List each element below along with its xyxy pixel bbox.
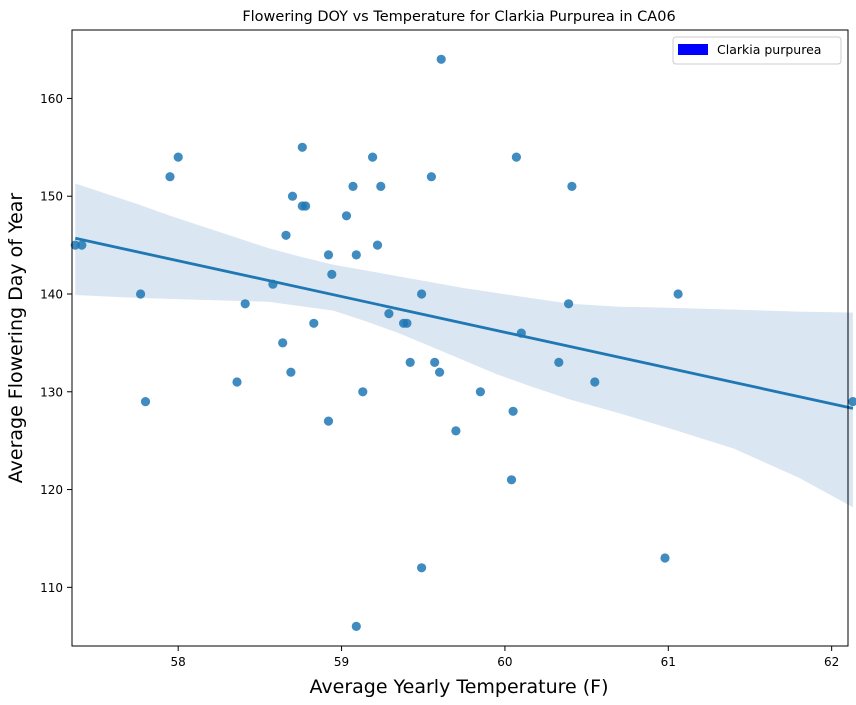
scatter-point: [673, 289, 683, 299]
scatter-point: [348, 181, 358, 191]
scatter-point: [173, 152, 183, 162]
legend: Clarkia purpurea: [672, 36, 842, 65]
scatter-point: [508, 406, 518, 416]
scatter-point: [417, 289, 427, 299]
scatter-point: [376, 181, 386, 191]
legend-frame: [672, 36, 842, 65]
scatter-point: [475, 387, 485, 397]
scatter-point: [323, 250, 334, 260]
scatter-point: [351, 250, 361, 260]
scatter-points-layer: [70, 54, 856, 632]
x-ticks-layer: 58 59 60 61 62: [171, 646, 839, 669]
legend-label: Clarkia purpurea: [717, 42, 821, 57]
scatter-point: [405, 357, 415, 367]
x-tick-label: 58: [171, 655, 186, 669]
scatter-point: [384, 309, 394, 319]
scatter-point: [327, 269, 337, 279]
scatter-point: [301, 201, 311, 211]
y-tick-label: 110: [40, 581, 63, 595]
scatter-point: [426, 172, 436, 182]
scatter-point: [341, 211, 352, 221]
scatter-point: [590, 377, 600, 387]
scatter-point: [430, 357, 440, 367]
scatter-point: [351, 621, 361, 632]
scatter-point: [564, 299, 574, 309]
x-axis-label: Average Yearly Temperature (F): [310, 676, 609, 698]
scatter-point: [567, 181, 577, 191]
scatter-point: [451, 426, 461, 436]
y-tick-label: 140: [40, 288, 63, 302]
confidence-band: [75, 183, 853, 508]
scatter-point: [323, 416, 334, 426]
legend-swatch: [678, 44, 708, 55]
scatter-point: [372, 240, 383, 250]
scatter-point: [140, 397, 151, 407]
confidence-band-layer: [75, 183, 853, 508]
scatter-point: [554, 357, 564, 367]
scatter-point: [281, 230, 291, 240]
chart-title: Flowering DOY vs Temperature for Clarkia…: [242, 9, 675, 25]
regression-line: [74, 236, 854, 410]
y-tick-label: 120: [40, 483, 63, 497]
scatter-point: [358, 387, 368, 397]
y-tick-label: 130: [40, 385, 63, 399]
scatter-point: [287, 191, 298, 201]
y-ticks-layer: 110 120 130 140 150 160: [40, 92, 72, 595]
scatter-point: [435, 367, 445, 377]
scatter-point: [70, 240, 80, 250]
scatter-point: [77, 240, 87, 250]
scatter-point: [165, 172, 175, 182]
scatter-point: [417, 563, 427, 573]
x-tick-label: 60: [497, 655, 512, 669]
y-tick-label: 160: [40, 92, 63, 106]
x-tick-label: 61: [661, 655, 676, 669]
scatter-point: [240, 299, 250, 309]
x-tick-label: 59: [334, 655, 349, 669]
x-tick-label: 62: [824, 655, 839, 669]
scatter-point: [402, 318, 412, 328]
y-axis-label: Average Flowering Day of Year: [5, 193, 27, 484]
scatter-point: [368, 152, 378, 162]
y-tick-label: 150: [40, 190, 63, 204]
scatter-point: [278, 338, 288, 348]
regression-line-layer: [74, 236, 854, 410]
scatter-point: [660, 553, 670, 563]
scatter-point: [511, 152, 521, 162]
scatter-point: [506, 475, 517, 485]
scatter-point: [286, 367, 296, 377]
scatter-point: [309, 318, 319, 328]
scatter-point: [232, 377, 242, 387]
plot-area-frame: [71, 29, 849, 647]
scatter-point: [136, 289, 146, 299]
scatter-point: [436, 54, 446, 64]
scatter-point: [297, 142, 307, 152]
scatter-point: [848, 397, 856, 407]
